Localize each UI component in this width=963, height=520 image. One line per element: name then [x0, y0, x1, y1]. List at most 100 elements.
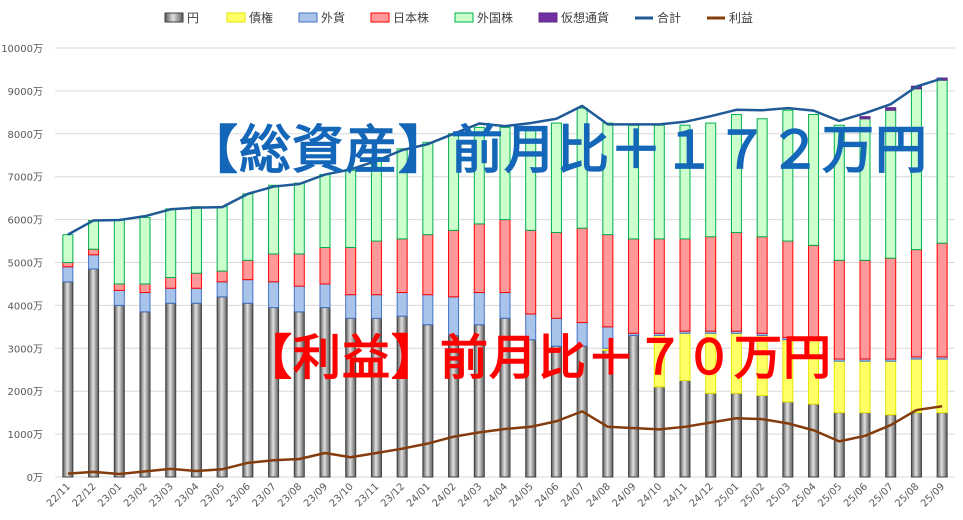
bar-segment	[370, 240, 382, 296]
bar-segment	[190, 302, 202, 478]
legend-swatch	[298, 12, 318, 23]
bar-segment	[88, 219, 100, 250]
bar-segment	[190, 206, 202, 274]
x-tick-label: 23/08	[276, 481, 304, 509]
legend-swatch	[538, 12, 558, 23]
bar-segment	[62, 262, 74, 268]
bar-segment	[859, 360, 871, 414]
legend-label: 外貨	[321, 10, 345, 25]
bar-segment	[910, 412, 922, 478]
x-tick-label: 25/07	[868, 481, 896, 509]
y-tick-label: 5000万	[8, 259, 43, 270]
x-tick-label: 23/01	[96, 481, 124, 509]
bar-segment	[473, 223, 485, 294]
bar-segment	[88, 268, 100, 478]
y-tick-label: 1000万	[8, 430, 43, 441]
bar-segment	[62, 266, 74, 283]
bar-segment	[242, 259, 254, 281]
legend-label: 合計	[657, 10, 681, 25]
bar-segment	[242, 279, 254, 304]
bar-segment	[730, 113, 742, 233]
bar-segment	[653, 386, 665, 478]
bar-segment	[242, 193, 254, 261]
legend-label: 円	[187, 11, 199, 25]
bar-segment	[885, 257, 897, 360]
bar-segment	[293, 285, 305, 313]
bar-segment	[782, 109, 794, 242]
bar-segment	[319, 246, 331, 285]
x-tick-label: 25/08	[893, 481, 921, 509]
bar-segment	[113, 283, 125, 291]
bar-segment	[370, 156, 382, 242]
bar-segment	[190, 272, 202, 289]
stacked-bars	[62, 77, 948, 478]
y-tick-label: 8000万	[8, 130, 43, 141]
bar-segment	[165, 287, 177, 304]
bar-segment	[268, 184, 280, 255]
bar-segment	[859, 116, 871, 120]
x-tick-label: 24/06	[533, 481, 561, 509]
bar-segment	[808, 113, 820, 246]
bar-segment	[833, 124, 845, 261]
bar-segment	[910, 358, 922, 414]
legend: 円 債権 外貨 日本株 外国株 仮想通貨 合計 利益	[164, 10, 753, 25]
x-tick-label: 24/02	[431, 481, 459, 509]
bar-segment	[293, 253, 305, 287]
y-tick-label: 9000万	[8, 87, 43, 98]
bar-segment	[576, 227, 588, 324]
x-tick-label: 23/10	[328, 481, 356, 509]
x-tick-label: 24/10	[636, 481, 664, 509]
bar-segment	[216, 296, 228, 478]
x-tick-label: 23/07	[251, 481, 279, 509]
bar-segment	[139, 311, 151, 478]
legend-label: 利益	[729, 11, 753, 25]
bar-segment	[370, 294, 382, 319]
bar-segment	[113, 219, 125, 285]
bar-segment	[139, 216, 151, 285]
x-tick-label: 23/09	[302, 481, 330, 509]
line-series	[67, 77, 943, 476]
bar-segment	[165, 302, 177, 478]
x-tick-label: 23/11	[353, 481, 381, 509]
bar-segment	[319, 174, 331, 248]
x-tick-label: 25/04	[791, 481, 819, 509]
bar-segment	[139, 283, 151, 294]
bar-segment	[88, 248, 100, 256]
bar-segment	[345, 294, 357, 319]
bar-segment	[345, 246, 357, 296]
bar-segment	[499, 126, 511, 221]
bar-segment	[396, 238, 408, 294]
legend-label: 日本株	[393, 10, 429, 25]
bar-segment	[756, 394, 768, 478]
bar-segment	[679, 379, 691, 478]
bar-segment	[602, 234, 614, 328]
bar-segment	[833, 412, 845, 478]
x-tick-label: 23/02	[122, 481, 150, 509]
x-tick-label: 24/03	[456, 481, 484, 509]
x-tick-label: 24/05	[508, 481, 536, 509]
x-tick-label: 24/12	[688, 481, 716, 509]
x-tick-label: 25/01	[713, 481, 741, 509]
bar-segment	[165, 277, 177, 289]
x-tick-label: 23/06	[225, 481, 253, 509]
x-tick-label: 25/02	[739, 481, 767, 509]
bar-segment	[808, 403, 820, 478]
bar-segment	[216, 206, 228, 272]
x-axis-ticks: 22/1122/1223/0123/0223/0323/0423/0523/06…	[45, 481, 947, 509]
bar-segment	[756, 118, 768, 238]
bar-segment	[782, 401, 794, 478]
bar-segment	[525, 126, 537, 231]
x-tick-label: 23/04	[173, 481, 201, 509]
bar-segment	[113, 304, 125, 478]
y-tick-label: 10000万	[1, 44, 43, 55]
series-line	[67, 77, 943, 236]
bar-segment	[113, 289, 125, 306]
bar-segment	[396, 292, 408, 317]
bar-segment	[165, 208, 177, 279]
bar-segment	[936, 358, 948, 414]
bar-segment	[62, 281, 74, 478]
bar-segment	[62, 234, 74, 264]
y-axis-ticks: 0万 1000万 2000万 3000万 4000万 5000万 6000万 7000万 800…	[1, 44, 43, 484]
profit-change-annotation: 【利益】前月比＋７０万円	[244, 330, 833, 386]
bar-segment	[319, 283, 331, 309]
